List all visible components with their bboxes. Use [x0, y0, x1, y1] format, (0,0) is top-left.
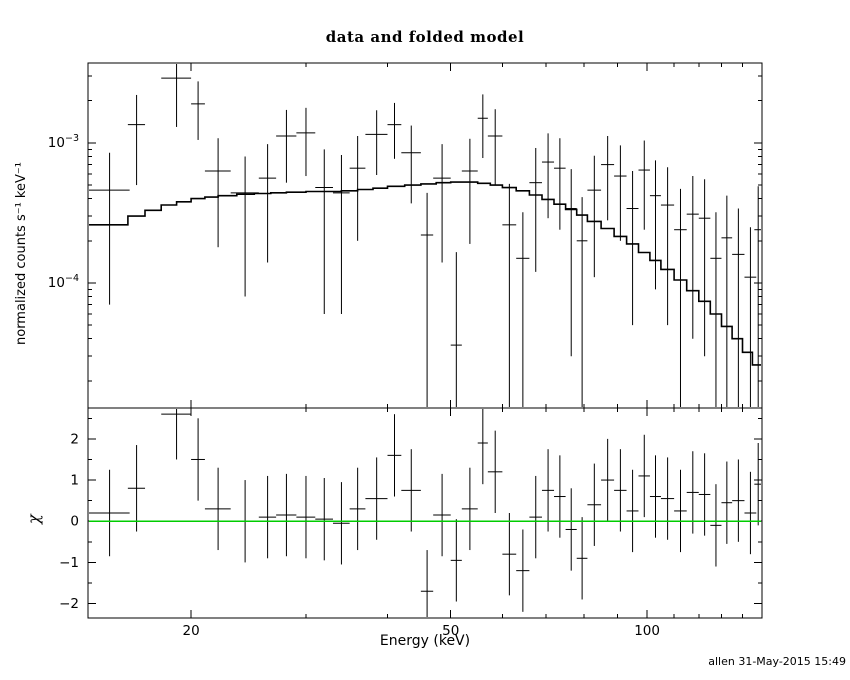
tick-labels: 20 50 100 10−3 10−4 −2 −1 0 1 2 [48, 133, 660, 639]
timestamp-watermark: allen 31-May-2015 15:49 [708, 655, 846, 668]
svg-text:−1: −1 [59, 555, 79, 571]
svg-text:100: 100 [634, 623, 660, 639]
svg-text:20: 20 [182, 623, 199, 639]
svg-text:0: 0 [70, 514, 79, 530]
svg-text:10−4: 10−4 [48, 273, 79, 291]
chart-title: data and folded model [325, 28, 525, 46]
folded-model-line [89, 181, 761, 366]
svg-text:−2: −2 [59, 596, 79, 612]
residual-points [89, 409, 761, 617]
svg-text:2: 2 [70, 431, 79, 447]
data-points [89, 64, 761, 407]
svg-text:50: 50 [442, 623, 459, 639]
svg-text:10−3: 10−3 [48, 133, 79, 151]
svg-text:1: 1 [70, 473, 79, 489]
x-axis-label: Energy (keV) [379, 633, 471, 649]
axes [87, 62, 763, 619]
